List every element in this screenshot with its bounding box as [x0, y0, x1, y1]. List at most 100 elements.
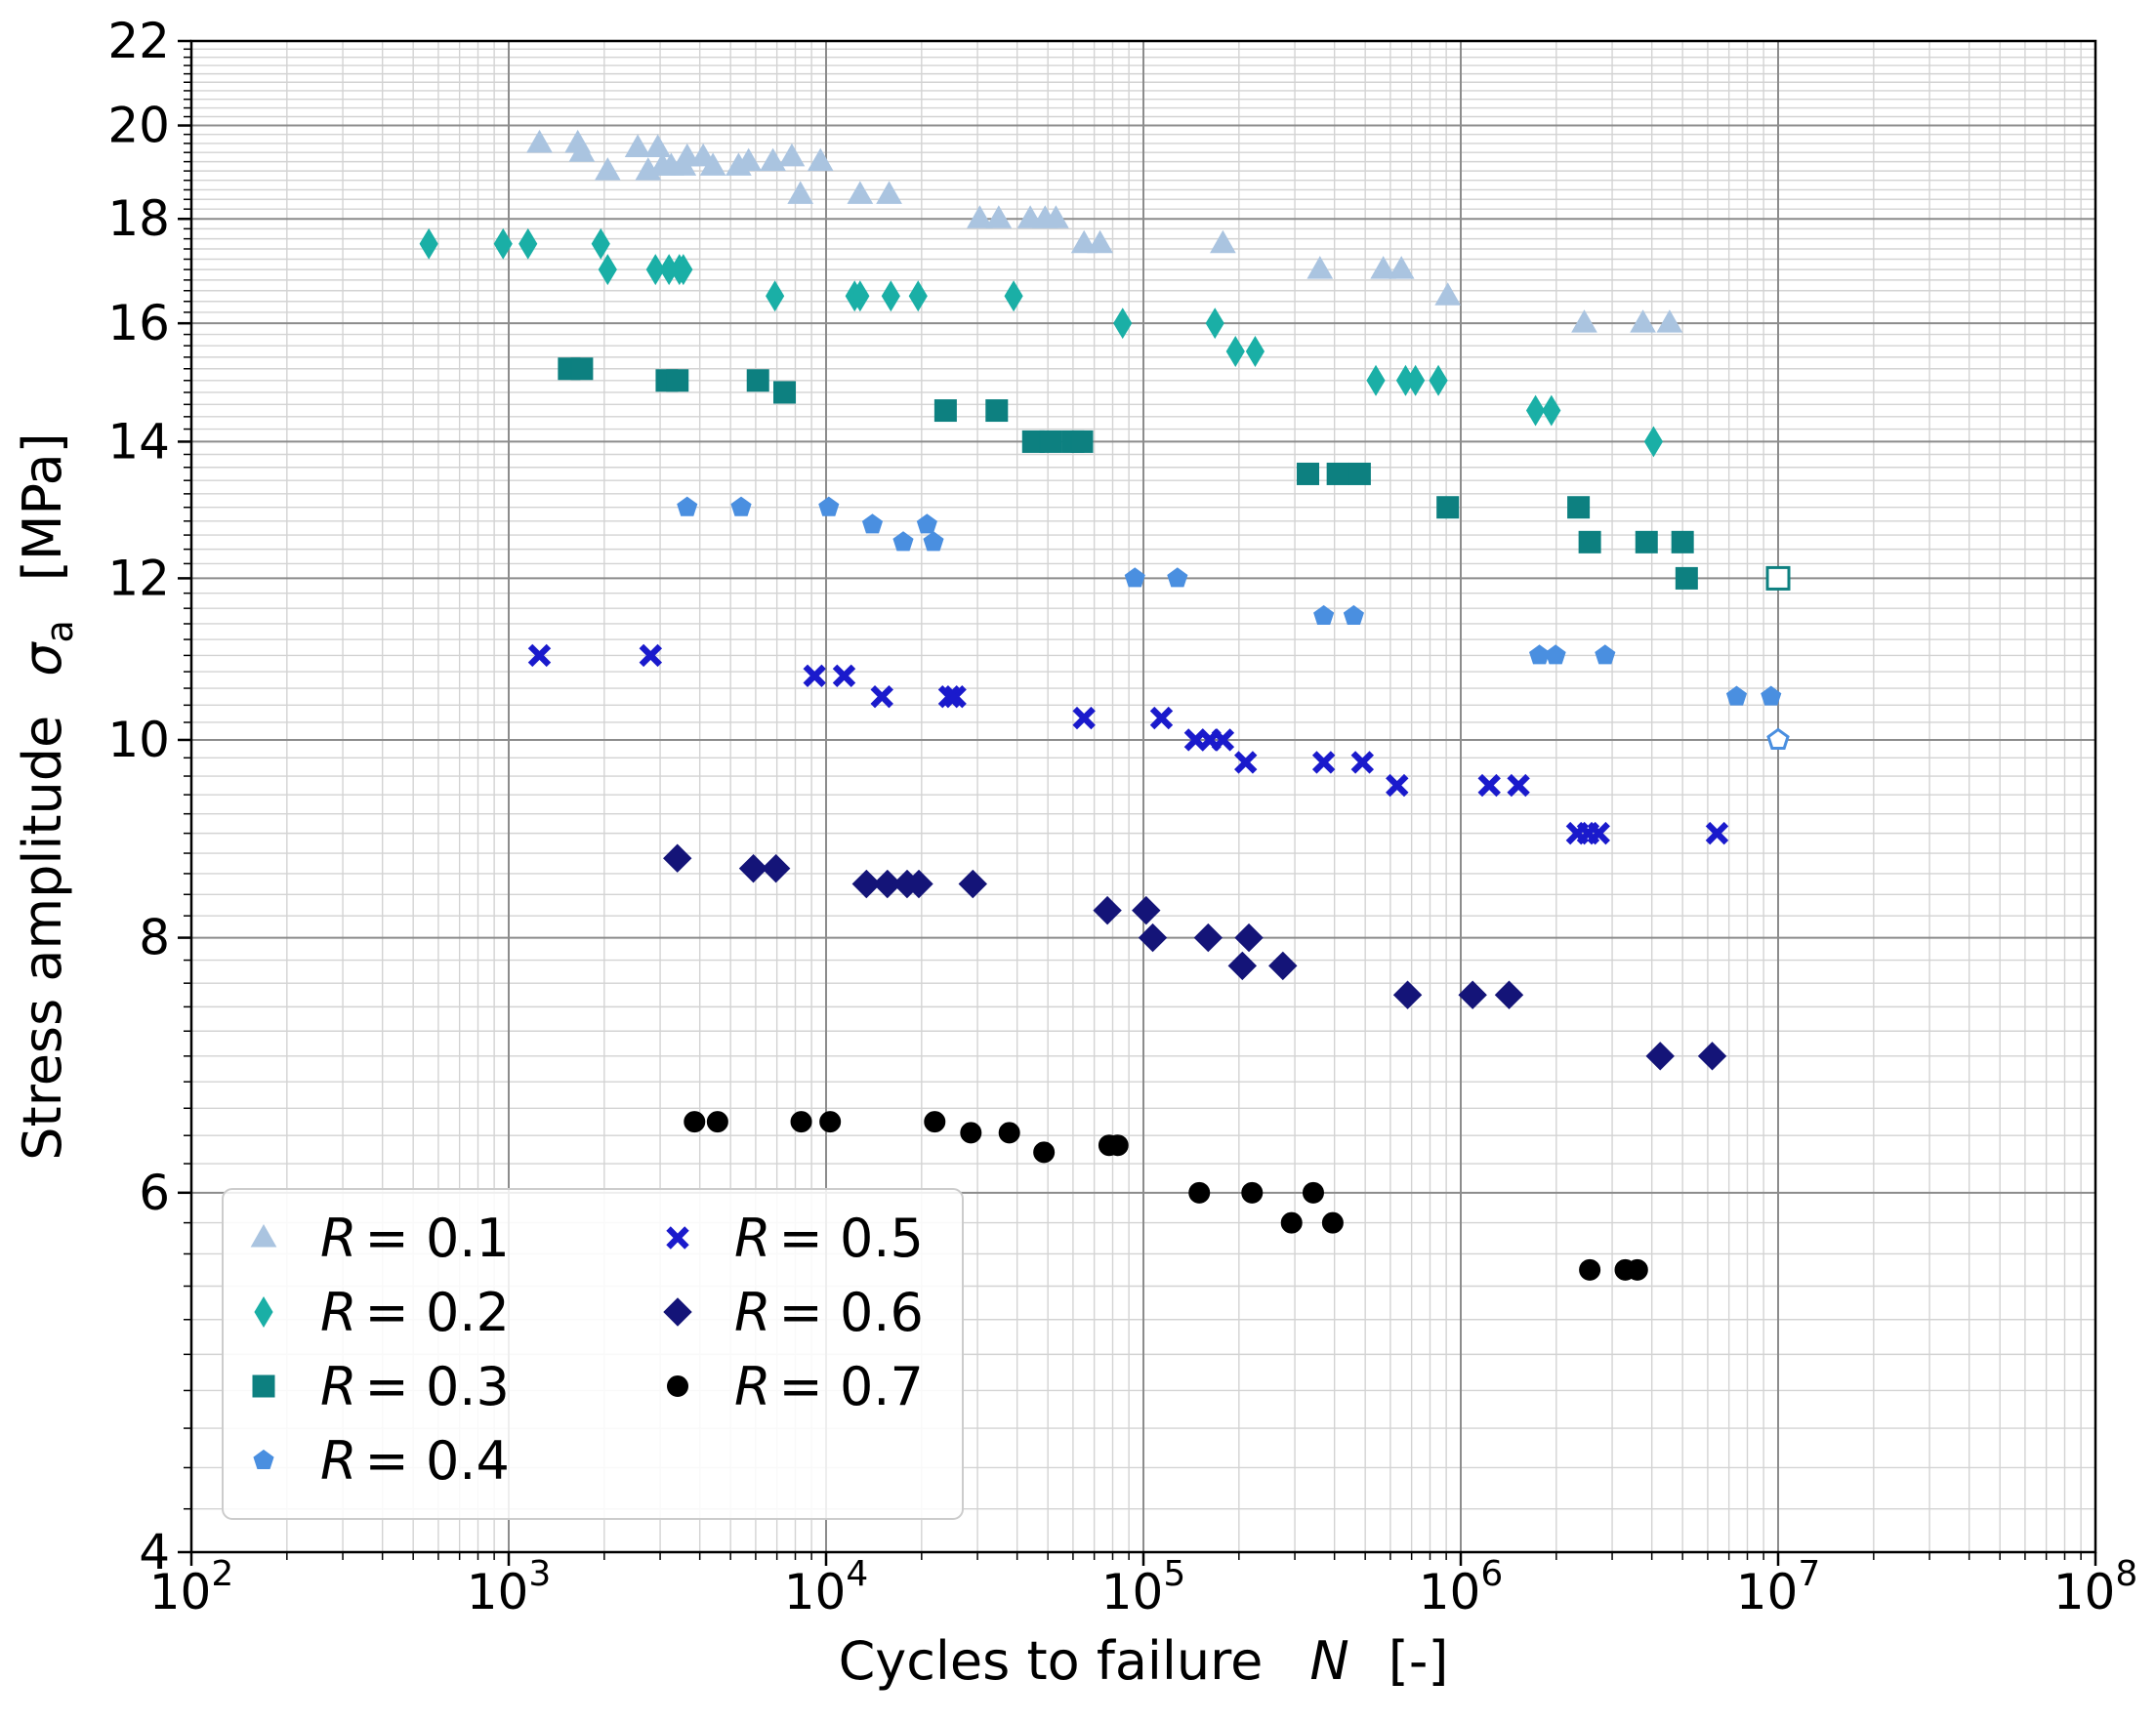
- data-point: [1106, 1134, 1129, 1157]
- data-point: [998, 1122, 1020, 1144]
- y-tick-label: 8: [139, 910, 170, 966]
- legend-label: R = 0.3: [320, 1356, 510, 1417]
- data-point: [1124, 567, 1145, 588]
- legend-marker: [663, 1297, 692, 1327]
- legend-item: R = 0.6: [663, 1282, 924, 1343]
- data-point: [873, 869, 902, 899]
- data-point: [1211, 728, 1235, 752]
- data-point: [1675, 566, 1698, 590]
- data-point: [870, 684, 893, 709]
- data-point: [1245, 336, 1265, 367]
- data-point: [1366, 364, 1386, 396]
- y-tick-label: 6: [139, 1165, 170, 1221]
- y-tick-label: 4: [139, 1524, 170, 1580]
- data-point: [1297, 462, 1320, 485]
- data-point: [674, 254, 693, 286]
- y-tick-labels: 4 6 8 10 12 14 16 18 20 22: [107, 13, 170, 1580]
- data-point: [904, 869, 933, 899]
- data-point: [1587, 821, 1610, 845]
- data-point: [787, 181, 814, 204]
- y-axis-title: Stress amplitude σa [MPa]: [12, 432, 81, 1161]
- data-point: [1350, 751, 1375, 774]
- data-point: [818, 496, 840, 516]
- data-point: [677, 496, 698, 516]
- data-point: [663, 843, 692, 873]
- runout-point: [1766, 727, 1790, 750]
- series-0.3: [558, 357, 1791, 591]
- data-point: [1595, 644, 1616, 665]
- legend-marker: [666, 1226, 689, 1250]
- data-point: [1671, 530, 1694, 554]
- data-point: [1227, 951, 1258, 981]
- data-point: [1193, 922, 1223, 953]
- data-point: [1458, 980, 1487, 1009]
- data-point: [1072, 706, 1096, 730]
- data-point: [526, 129, 553, 153]
- x-tick-label: 102: [149, 1554, 234, 1620]
- data-point: [1093, 895, 1122, 925]
- data-point: [570, 357, 594, 381]
- legend-label: R = 0.1: [320, 1208, 510, 1269]
- data-point: [666, 369, 689, 392]
- data-point: [924, 1111, 946, 1133]
- data-point: [850, 280, 870, 312]
- series-0.4: [677, 496, 1790, 750]
- data-point: [568, 139, 596, 162]
- series-0.6: [663, 843, 1727, 1071]
- data-point: [1138, 922, 1168, 953]
- legend-item: R = 0.4: [253, 1430, 510, 1492]
- data-point: [1043, 205, 1069, 228]
- data-point: [807, 147, 834, 172]
- data-point: [1630, 309, 1656, 333]
- data-point: [730, 496, 752, 516]
- data-point: [1306, 256, 1334, 279]
- legend-item: R = 0.7: [667, 1356, 924, 1417]
- data-point: [1205, 308, 1224, 340]
- legend-marker: [254, 1296, 273, 1328]
- x-tick-label: 105: [1101, 1554, 1186, 1620]
- data-point: [760, 147, 786, 172]
- legend-box: [222, 1188, 964, 1520]
- x-tick-label: 106: [1419, 1554, 1504, 1620]
- y-axis-label: Stress amplitude: [12, 716, 73, 1161]
- data-point: [1343, 604, 1364, 626]
- data-point: [1070, 430, 1094, 453]
- runout-point: [1765, 565, 1791, 591]
- data-point: [916, 513, 937, 534]
- x-axis-label: Cycles to failure: [839, 1630, 1264, 1692]
- data-point: [1579, 1258, 1601, 1281]
- data-point: [1542, 394, 1561, 427]
- legend-label: R = 0.7: [734, 1356, 924, 1417]
- data-point: [738, 853, 768, 883]
- series-0.7: [684, 1111, 1648, 1281]
- series-0.2: [419, 227, 1664, 458]
- data-point: [1004, 280, 1023, 312]
- data-point: [591, 227, 610, 260]
- legend-item: R = 0.3: [252, 1356, 510, 1417]
- data-point: [1406, 364, 1426, 396]
- data-point: [1326, 462, 1349, 485]
- data-point: [1645, 1042, 1675, 1071]
- data-point: [706, 1111, 728, 1133]
- data-point: [594, 157, 621, 181]
- data-points: [419, 129, 1791, 1281]
- data-point: [1494, 980, 1524, 1009]
- x-tick-label: 104: [784, 1554, 869, 1620]
- data-point: [933, 399, 957, 423]
- legend-marker: [250, 1223, 277, 1248]
- x-tick-label: 108: [2053, 1554, 2138, 1620]
- data-point: [803, 664, 826, 687]
- y-tick-label: 22: [107, 13, 170, 69]
- data-point: [1578, 530, 1601, 554]
- data-point: [527, 643, 552, 668]
- data-point: [960, 1122, 982, 1144]
- legend-marker: [253, 1449, 274, 1469]
- data-point: [598, 254, 617, 286]
- data-point: [746, 369, 769, 392]
- data-point: [1321, 1211, 1344, 1234]
- series-0.1: [526, 129, 1683, 333]
- y-tick-label: 14: [107, 413, 170, 470]
- legend-label: R = 0.2: [320, 1282, 510, 1343]
- series-0.5: [527, 643, 1729, 845]
- legend: R = 0.1 R = 0.2 R = 0.3 R = 0.4 R = 0.5 R = 0.6 R = 0…: [222, 1188, 964, 1520]
